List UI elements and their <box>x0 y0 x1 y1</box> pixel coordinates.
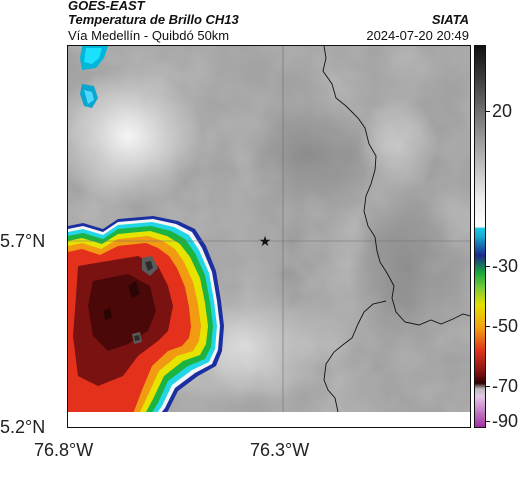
latitude-tick-5-2: 5.2°N <box>0 417 46 437</box>
colorbar-tick-20: 20 <box>492 101 513 121</box>
colorbar-tick-minus30: -30 <box>492 256 519 276</box>
latitude-tick-5-7: 5.7°N <box>0 231 46 251</box>
satellite-title: GOES-EAST <box>68 0 145 13</box>
colorbar-tick-minus70: -70 <box>492 376 519 396</box>
department-border-south <box>323 300 387 427</box>
colorbar-tick-mark <box>486 386 490 387</box>
longitude-tick-76-8: 76.8°W <box>34 440 94 460</box>
colorbar-tick-mark <box>486 111 490 112</box>
bright-cloud-area <box>68 66 203 206</box>
datetime-label: 2024-07-20 20:49 <box>366 28 469 43</box>
cold-cloud-top-left <box>80 46 108 108</box>
colorbar <box>474 45 486 428</box>
product-title: Temperatura de Brillo CH13 <box>68 12 239 27</box>
organization-label: SIATA <box>431 12 469 27</box>
colorbar-tick-minus50: -50 <box>492 316 519 336</box>
longitude-tick-76-3: 76.3°W <box>250 440 310 460</box>
department-border <box>322 46 470 326</box>
colorbar-tick-minus90: -90 <box>492 411 519 431</box>
brightness-temperature-map: ★ <box>67 45 471 428</box>
route-subtitle: Vía Medellín - Quibdó 50km <box>68 28 230 43</box>
colorbar-tick-mark <box>486 326 490 327</box>
colorbar-tick-mark <box>486 266 490 267</box>
convective-storm-cell <box>68 216 224 427</box>
colorbar-tick-mark <box>486 421 490 422</box>
star-icon: ★ <box>259 234 272 250</box>
